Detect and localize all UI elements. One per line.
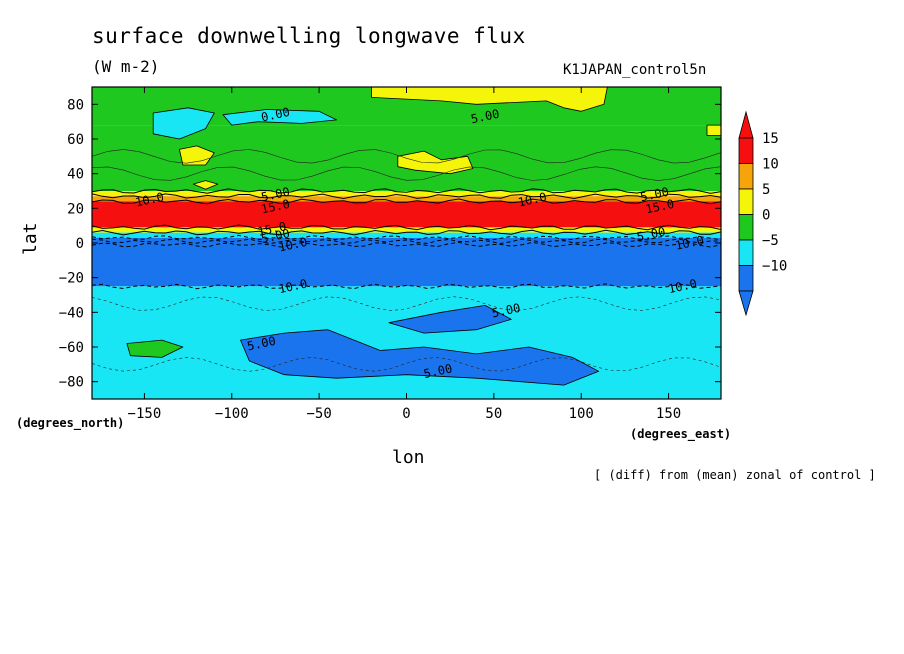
colorbar-segment-5 — [738, 265, 754, 292]
y-tick-label: −80 — [59, 375, 84, 391]
colorbar-label: 15 — [762, 131, 779, 147]
contour-fills — [92, 87, 721, 399]
x-tick-label: −50 — [306, 406, 331, 422]
contour-minor-0 — [92, 149, 721, 164]
band-8 — [92, 286, 721, 399]
contour-label-17: 5.00 — [422, 361, 453, 381]
run-label: K1JAPAN_control5n — [563, 62, 707, 78]
contour-pos-1 — [92, 193, 721, 200]
contour-label-10: 10.0 — [277, 235, 308, 255]
patch-cyan-arctic-w — [152, 107, 215, 140]
colorbar-segment-1 — [738, 163, 754, 190]
contour-minor-1 — [92, 166, 721, 181]
y-tick-label: −60 — [59, 340, 84, 356]
patch-green-south — [126, 339, 184, 358]
patch-yellow-3 — [192, 180, 219, 190]
x-tick-label: 150 — [656, 406, 681, 422]
contour-neg-1 — [92, 238, 721, 245]
x-axis-label: lon — [392, 447, 425, 468]
colorbar-arrow-top — [738, 110, 754, 139]
contour-minor-2 — [92, 296, 721, 311]
x-tick-label: 0 — [402, 406, 410, 422]
contour-lines — [92, 149, 721, 372]
y-unit-label: (degrees_north) — [16, 416, 125, 430]
colorbar-segment-2 — [738, 188, 754, 215]
patch-blue-south-2 — [388, 305, 512, 334]
colorbar-label: −5 — [762, 233, 779, 249]
patch-yellow-1 — [179, 145, 215, 166]
y-tick-label: 60 — [67, 132, 84, 148]
contour-label-6: 5.00 — [639, 185, 670, 205]
contour-label-13: 10.0 — [277, 276, 308, 296]
contour-pos-4 — [92, 229, 721, 236]
band-2 — [92, 191, 721, 197]
contour-label-14: 10.0 — [667, 276, 698, 296]
colorbar-label: 0 — [762, 208, 770, 224]
colorbar-segment-3 — [738, 214, 754, 241]
colorbar-segment-0 — [738, 137, 754, 164]
contour-label-8: 15.0 — [256, 219, 287, 239]
contour-label-15: 5.00 — [490, 301, 521, 321]
contour-pos-3 — [92, 224, 721, 231]
contour-label-1: 5.00 — [470, 107, 501, 127]
patch-yellow-top — [371, 87, 608, 112]
contour-label-2: 10.0 — [134, 190, 165, 210]
contour-label-16: 5.00 — [246, 334, 277, 354]
patch-yellow-2 — [397, 150, 474, 175]
chart-units: (W m-2) — [92, 57, 160, 76]
colorbar-arrow-bottom — [738, 290, 754, 317]
x-tick-label: 50 — [485, 406, 502, 422]
patch-yellow-4 — [706, 124, 721, 136]
patch-blue-south — [240, 329, 600, 386]
contour-pos-2 — [92, 198, 721, 205]
contour-neg-2 — [92, 241, 721, 248]
contour-label-0: 0.00 — [260, 105, 291, 125]
x-axis-ticks: −150 −100 −50 0 50 100 150 — [128, 87, 681, 422]
colorbar: 15 10 5 0 −5 −10 — [738, 110, 787, 317]
x-tick-label: −100 — [215, 406, 249, 422]
colorbar-segment-4 — [738, 239, 754, 266]
contour-label-3: 5.00 — [260, 185, 291, 205]
x-tick-label: 100 — [569, 406, 594, 422]
contour-label-12: 10.0 — [674, 233, 705, 253]
colorbar-label: 5 — [762, 182, 770, 198]
colorbar-label: 10 — [762, 157, 779, 173]
y-tick-label: 40 — [67, 167, 84, 183]
y-axis-ticks: −80 −60 −40 −20 0 20 40 60 80 — [59, 97, 721, 391]
band-3 — [92, 196, 721, 202]
contour-pos-0 — [92, 188, 721, 194]
y-tick-label: 20 — [67, 201, 84, 217]
patch-cyan-arctic-c — [222, 109, 337, 126]
contour-label-5: 10.0 — [517, 190, 548, 210]
contour-neg-0 — [92, 234, 721, 241]
contour-label-7: 15.0 — [644, 197, 675, 217]
footnote: [ (diff) from (mean) zonal of control ] — [594, 468, 876, 482]
chart-title: surface downwelling longwave flux — [92, 24, 526, 48]
contour-neg-3 — [92, 283, 721, 290]
y-tick-label: −40 — [59, 305, 84, 321]
contour-label-9: 5.00 — [260, 226, 291, 246]
y-tick-label: 0 — [76, 236, 84, 252]
band-5 — [92, 227, 721, 233]
x-unit-label: (degrees_east) — [630, 427, 732, 441]
y-tick-label: 80 — [67, 97, 84, 113]
band-4 — [92, 201, 721, 228]
contour-label-4: 15.0 — [260, 197, 291, 217]
colorbar-label: −10 — [762, 259, 787, 275]
contour-label-11: 5.00 — [636, 224, 667, 244]
x-tick-label: −150 — [128, 406, 162, 422]
y-axis-label: lat — [20, 222, 41, 255]
band-6 — [92, 232, 721, 238]
y-tick-label: −20 — [59, 271, 84, 287]
